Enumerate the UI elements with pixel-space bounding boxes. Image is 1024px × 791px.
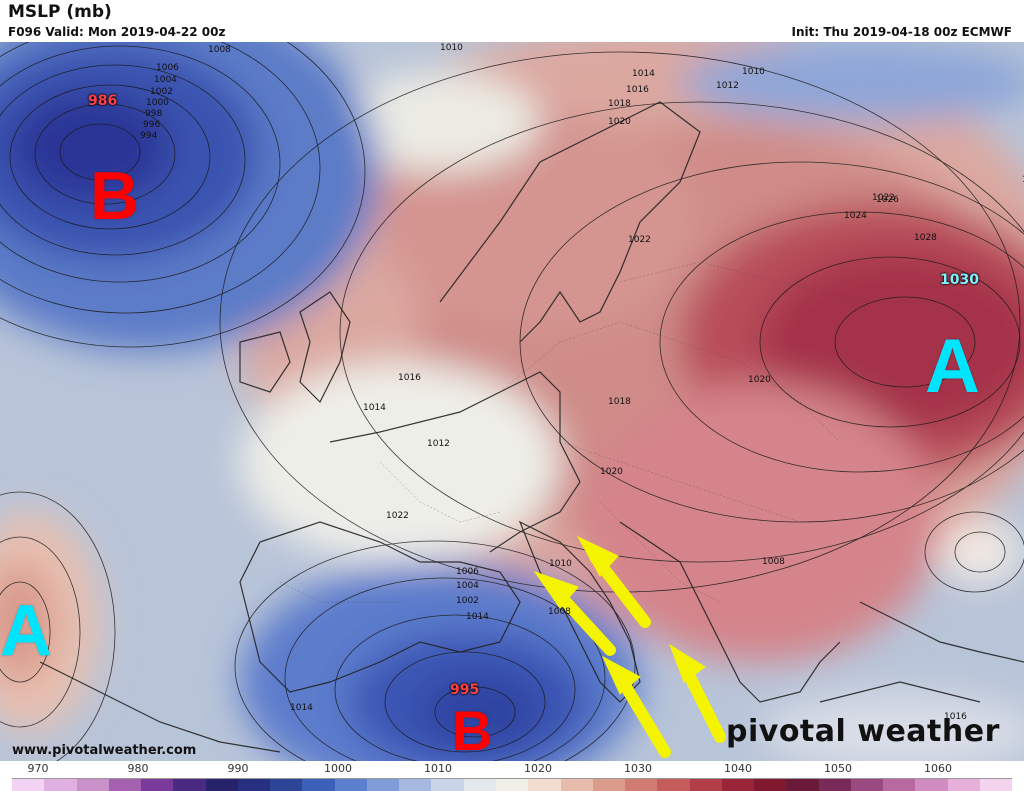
colorbar-swatch (335, 779, 367, 791)
colorbar-swatch (77, 779, 109, 791)
isobar-label: 1014 (290, 703, 313, 713)
isobar-label: 1010 (549, 559, 572, 569)
colorbar-swatch (690, 779, 722, 791)
isobar-label: 998 (145, 109, 162, 119)
isobar-label: 1014 (466, 612, 489, 622)
colorbar-swatch (238, 779, 270, 791)
isobar-label: 1020 (600, 467, 623, 477)
colorbar-swatch (44, 779, 76, 791)
isobar-label: 1004 (154, 75, 177, 85)
colorbar-swatch (561, 779, 593, 791)
colorbar-swatch (883, 779, 915, 791)
colorbar-tick-label: 970 (28, 762, 49, 775)
isobar-label: 996 (143, 120, 160, 130)
isobar-label: 1018 (608, 99, 631, 109)
low-pressure-letter: B (452, 698, 492, 763)
colorbar-tick-label: 1040 (724, 762, 752, 775)
map-title: MSLP (mb) (8, 2, 112, 22)
low-pressure-letter: B (90, 157, 139, 235)
isobar-label: 1002 (456, 596, 479, 606)
isobar-label: 1010 (742, 67, 765, 77)
colorbar-swatch (851, 779, 883, 791)
colorbar-swatch (948, 779, 980, 791)
colorbar-swatch (302, 779, 334, 791)
mslp-map: 1008100610041002100099899699410101014101… (0, 42, 1024, 761)
colorbar-tick-label: 1020 (524, 762, 552, 775)
colorbar-swatch (915, 779, 947, 791)
colorbar-tick-label: 990 (228, 762, 249, 775)
isobar-label: 1006 (456, 567, 479, 577)
colorbar: 970 980 990 1000 1010 1020 1030 1040 1050 1060 (12, 762, 1012, 791)
brand-logo-text: pivotal weather (726, 714, 1000, 749)
colorbar-swatch (399, 779, 431, 791)
isobar-label: 1022 (386, 511, 409, 521)
colorbar-swatch (173, 779, 205, 791)
isobar-label: 994 (140, 131, 157, 141)
isobar-label: 1008 (208, 45, 231, 55)
colorbar-swatch (431, 779, 463, 791)
isobar-label: 1006 (156, 63, 179, 73)
colorbar-swatch (819, 779, 851, 791)
isobar-label: 1020 (608, 117, 631, 127)
colorbar-swatch (141, 779, 173, 791)
colorbar-swatch (109, 779, 141, 791)
isobar-label: 1016 (398, 373, 421, 383)
colorbar-swatch (270, 779, 302, 791)
low-center-value: 986 (88, 93, 117, 109)
isobar-label: 1000 (146, 98, 169, 108)
isobar-label: 1008 (548, 607, 571, 617)
isobar-label: 1008 (762, 557, 785, 567)
valid-time: F096 Valid: Mon 2019-04-22 00z (8, 25, 225, 39)
high-pressure-letter: A (0, 590, 52, 672)
isobar-label: 1022 (872, 193, 895, 203)
isobar-label: 1004 (456, 581, 479, 591)
watermark-url: www.pivotalweather.com (12, 743, 196, 758)
colorbar-tick-label: 1060 (924, 762, 952, 775)
colorbar-swatch (496, 779, 528, 791)
colorbar-swatch (657, 779, 689, 791)
isobar-label: 1024 (844, 211, 867, 221)
colorbar-swatch (625, 779, 657, 791)
colorbar-swatch (528, 779, 560, 791)
isobar-label: 1010 (440, 43, 463, 53)
colorbar-swatch (367, 779, 399, 791)
isobar-label: 1018 (608, 397, 631, 407)
isobar-label: 1028 (914, 233, 937, 243)
isobar-label: 1014 (363, 403, 386, 413)
colorbar-tick-label: 1030 (624, 762, 652, 775)
colorbar-swatch (12, 779, 44, 791)
colorbar-swatch (754, 779, 786, 791)
colorbar-tick-label: 980 (128, 762, 149, 775)
isobar-label: 1014 (632, 69, 655, 79)
colorbar-swatch (980, 779, 1012, 791)
high-center-value: 1030 (940, 272, 979, 288)
colorbar-bar (12, 778, 1012, 791)
colorbar-swatch (206, 779, 238, 791)
colorbar-tick-label: 1000 (324, 762, 352, 775)
low-center-value: 995 (450, 682, 479, 698)
isobar-label: 1020 (748, 375, 771, 385)
header: MSLP (mb) F096 Valid: Mon 2019-04-22 00z… (0, 0, 1024, 42)
colorbar-swatch (464, 779, 496, 791)
isobar-label: 1012 (716, 81, 739, 91)
colorbar-tick-label: 1010 (424, 762, 452, 775)
isobar-label: 1002 (150, 87, 173, 97)
init-time: Init: Thu 2019-04-18 00z ECMWF (792, 25, 1012, 39)
isobar-label: 1022 (628, 235, 651, 245)
colorbar-swatch (593, 779, 625, 791)
colorbar-tick-label: 1050 (824, 762, 852, 775)
high-pressure-letter: A (925, 323, 980, 410)
colorbar-swatch (722, 779, 754, 791)
colorbar-swatch (786, 779, 818, 791)
isobar-label: 1016 (626, 85, 649, 95)
isobar-label: 1012 (427, 439, 450, 449)
